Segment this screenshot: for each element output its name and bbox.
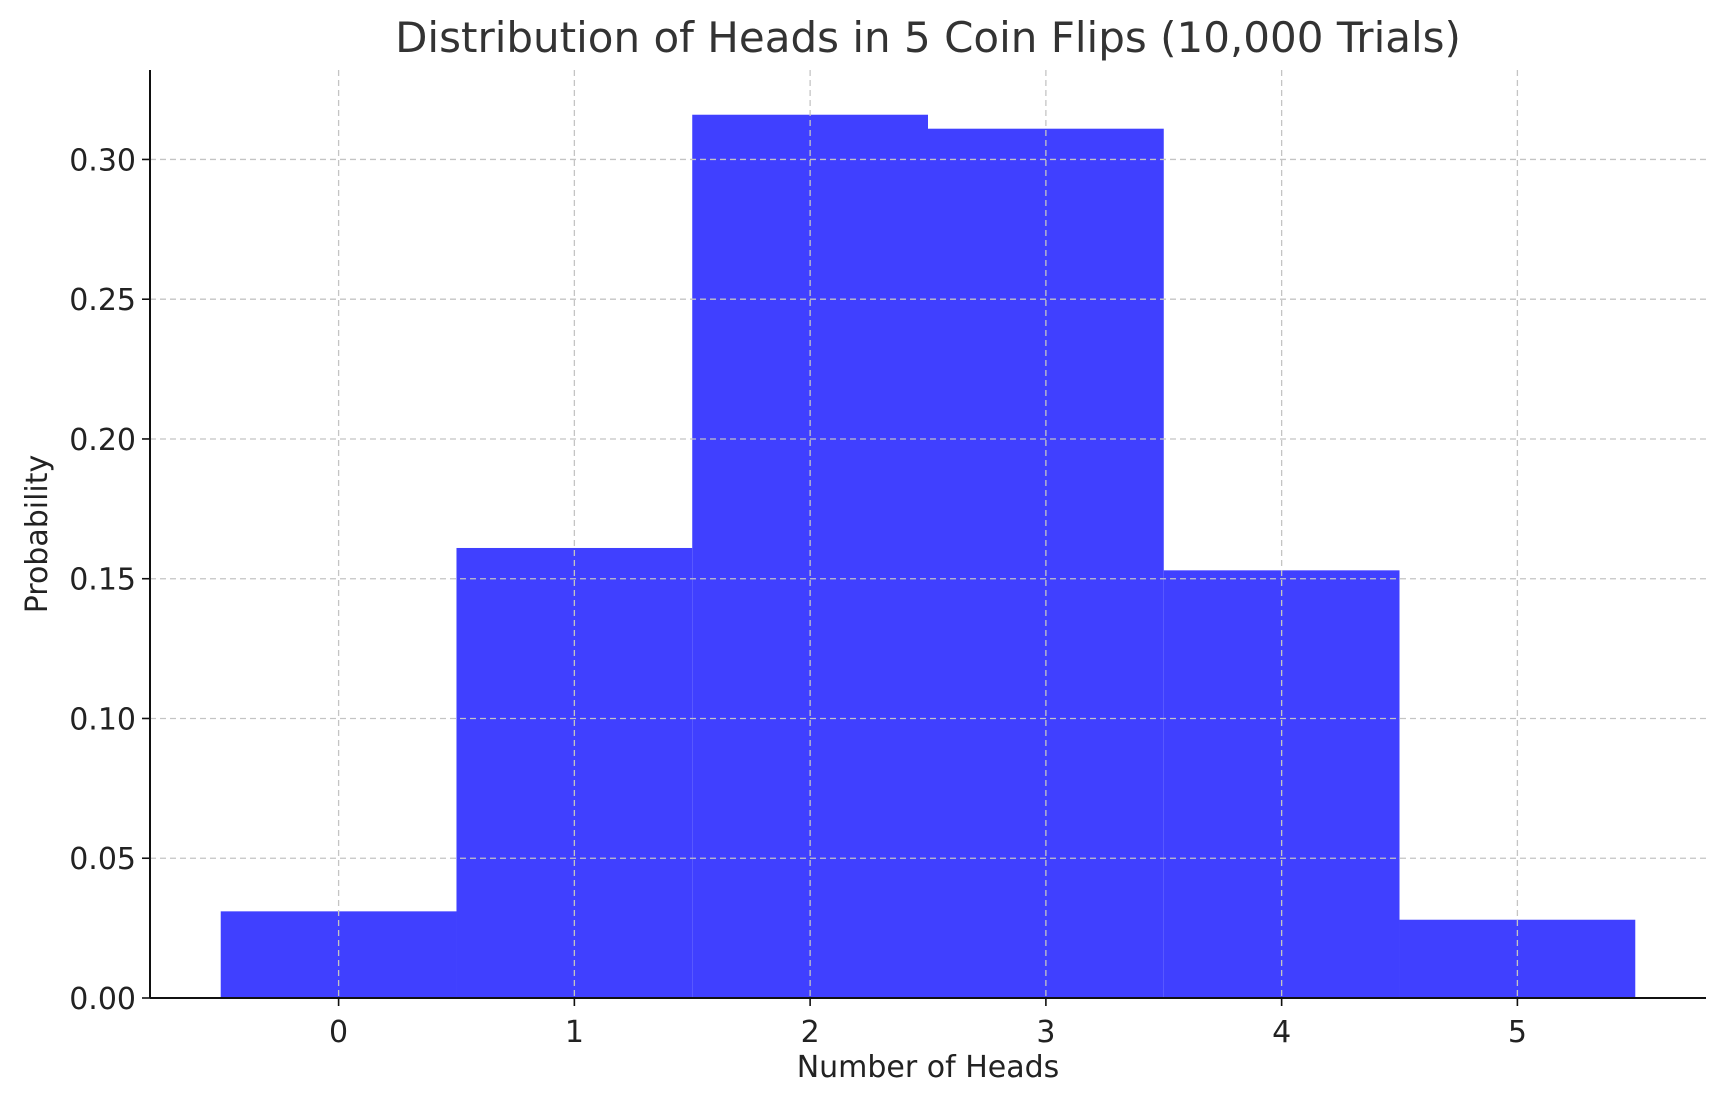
y-tick-label: 0.20 (69, 423, 136, 458)
axes-layer (149, 70, 1706, 999)
grid-layer (150, 70, 1706, 999)
x-tick-label: 1 (565, 1015, 584, 1050)
y-tick-label: 0.15 (69, 563, 136, 598)
x-tick-label: 0 (329, 1015, 348, 1050)
x-tick-label: 2 (801, 1015, 820, 1050)
y-tick-label: 0.10 (69, 702, 136, 737)
y-tick-label: 0.25 (69, 283, 136, 318)
bars-layer (220, 114, 1636, 998)
x-tick-label: 5 (1508, 1015, 1527, 1050)
y-tick-label: 0.30 (69, 143, 136, 178)
x-axis-label: Number of Heads (797, 1050, 1060, 1085)
x-tick-label: 4 (1272, 1015, 1291, 1050)
y-tick-label: 0.05 (69, 842, 136, 877)
y-axis-label: Probability (20, 455, 55, 614)
y-tick-label: 0.00 (69, 982, 136, 1017)
x-tick-label: 3 (1036, 1015, 1055, 1050)
ticks-layer: 0 1 2 3 4 5 0.00 0.05 0.10 0.15 0.20 0.25 0.30 (69, 143, 1527, 1050)
chart-title: Distribution of Heads in 5 Coin Flips (1… (395, 13, 1461, 62)
